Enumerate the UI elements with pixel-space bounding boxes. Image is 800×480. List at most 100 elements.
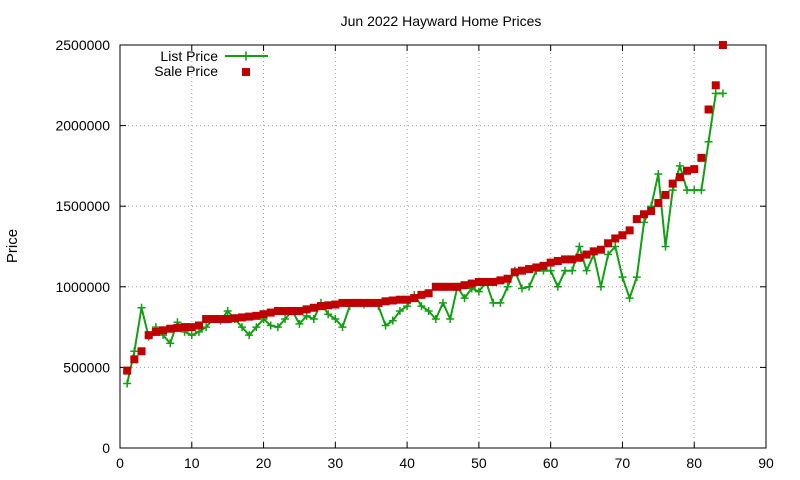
data-point-sale-price: [151, 327, 160, 336]
series-list-price: [123, 89, 727, 388]
data-point-list-price: [187, 331, 196, 340]
y-tick-label: 0: [102, 440, 110, 456]
data-point-list-price: [439, 298, 447, 307]
data-point-sale-price: [367, 298, 376, 307]
y-tick-label: 500000: [63, 359, 110, 375]
data-point-list-price: [474, 287, 483, 296]
data-point-sale-price: [281, 306, 290, 315]
data-point-sale-price: [546, 258, 555, 267]
data-point-sale-price: [553, 257, 562, 266]
data-point-sale-price: [130, 355, 139, 364]
data-point-sale-price: [137, 347, 146, 356]
y-tick-label: 1000000: [55, 279, 110, 295]
data-point-sale-price: [381, 297, 390, 306]
data-point-list-price: [683, 186, 692, 195]
data-point-list-price: [568, 266, 577, 275]
y-tick-label: 1500000: [55, 198, 110, 214]
legend: List Price Sale Price: [154, 48, 268, 79]
data-point-sale-price: [568, 255, 577, 264]
x-tick-label: 50: [471, 455, 487, 471]
data-point-list-price: [238, 323, 247, 332]
data-point-sale-price: [539, 261, 548, 270]
data-point-list-price: [431, 315, 440, 324]
x-tick-label: 90: [758, 455, 774, 471]
data-point-sale-price: [496, 276, 505, 285]
data-point-list-price: [625, 294, 634, 303]
data-point-sale-price: [460, 281, 469, 290]
data-point-list-price: [503, 282, 512, 291]
data-point-sale-price: [395, 295, 404, 304]
data-point-sale-price: [245, 312, 254, 321]
data-point-sale-price: [331, 300, 340, 309]
data-point-sale-price: [517, 266, 526, 275]
data-point-list-price: [553, 282, 562, 291]
data-point-sale-price: [374, 298, 383, 307]
data-point-list-price: [281, 315, 290, 324]
data-point-sale-price: [604, 239, 613, 248]
data-point-sale-price: [259, 310, 268, 319]
data-point-sale-price: [697, 153, 706, 162]
data-point-sale-price: [266, 308, 275, 317]
data-point-sale-price: [704, 105, 713, 114]
data-point-sale-price: [194, 321, 203, 330]
data-point-sale-price: [589, 247, 598, 256]
data-point-sale-price: [209, 315, 218, 324]
data-point-list-price: [690, 186, 699, 195]
data-point-list-price: [582, 266, 591, 275]
data-point-sale-price: [324, 301, 333, 310]
data-point-list-price: [604, 250, 613, 259]
x-tick-label: 80: [686, 455, 702, 471]
data-point-sale-price: [123, 366, 132, 375]
y-tick-label: 2000000: [55, 118, 110, 134]
legend-marker-sale-price: [242, 68, 250, 76]
legend-marker-list-price: [241, 51, 251, 61]
data-point-list-price: [697, 186, 706, 195]
data-point-sale-price: [453, 282, 462, 291]
data-point-sale-price: [561, 255, 570, 264]
data-point-list-price: [424, 306, 433, 315]
data-point-sale-price: [273, 306, 282, 315]
data-point-sale-price: [510, 268, 519, 277]
data-point-list-price: [266, 321, 275, 330]
data-point-sale-price: [467, 279, 476, 288]
data-point-sale-price: [388, 296, 397, 305]
data-point-list-price: [137, 303, 146, 312]
data-point-sale-price: [360, 298, 369, 307]
data-point-sale-price: [187, 323, 196, 332]
data-point-list-price: [460, 294, 469, 303]
data-point-sale-price: [675, 173, 684, 182]
data-point-list-price: [295, 319, 304, 328]
data-point-sale-price: [424, 289, 433, 298]
data-point-list-price: [489, 298, 498, 307]
data-point-list-price: [711, 89, 720, 98]
data-point-sale-price: [668, 179, 677, 188]
data-point-sale-price: [661, 190, 670, 199]
x-tick-label: 30: [328, 455, 344, 471]
data-point-list-price: [166, 339, 175, 348]
series: [123, 41, 727, 388]
data-point-list-price: [223, 306, 232, 315]
data-point-list-price: [245, 331, 254, 340]
data-point-list-price: [496, 298, 505, 307]
data-point-list-price: [654, 169, 663, 178]
data-point-sale-price: [654, 198, 663, 207]
data-point-list-price: [130, 347, 139, 356]
data-point-list-price: [252, 323, 261, 332]
y-tick-label: 2500000: [55, 37, 110, 53]
data-point-sale-price: [252, 311, 261, 320]
data-point-sale-price: [525, 265, 534, 274]
x-tick-label: 70: [615, 455, 631, 471]
x-tick-label: 20: [256, 455, 272, 471]
data-point-sale-price: [216, 315, 225, 324]
legend-label-sale-price: Sale Price: [154, 63, 218, 79]
data-point-list-price: [704, 137, 713, 146]
data-point-list-price: [618, 273, 627, 282]
data-point-sale-price: [431, 282, 440, 291]
data-point-sale-price: [302, 305, 311, 314]
data-point-sale-price: [338, 298, 347, 307]
data-point-sale-price: [489, 277, 498, 286]
data-point-sale-price: [180, 323, 189, 332]
data-point-list-price: [202, 323, 211, 332]
data-point-sale-price: [309, 303, 318, 312]
data-point-list-price: [381, 321, 390, 330]
